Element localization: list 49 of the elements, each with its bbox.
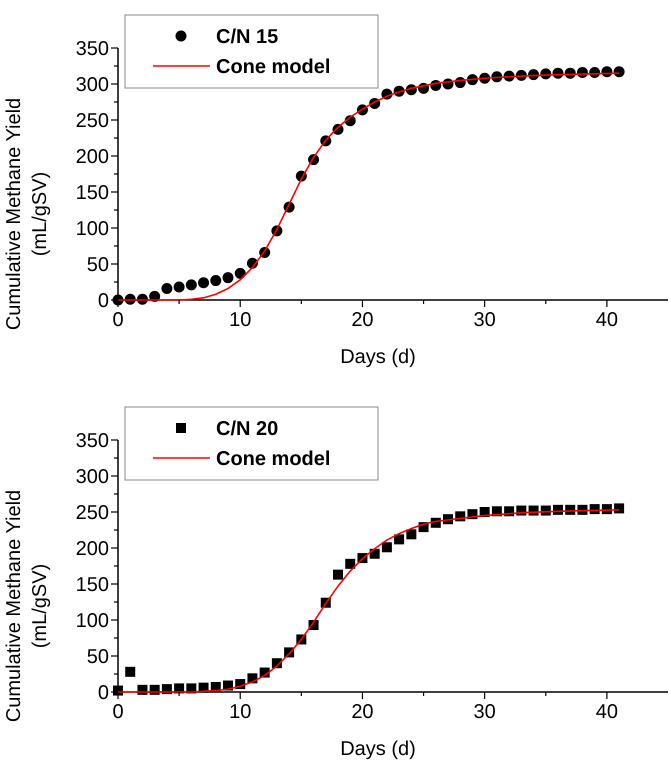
y-axis-title: Cumulative Methane Yield (mL/gSV) — [3, 98, 51, 330]
point — [210, 275, 222, 286]
legend-label: C/N 15 — [216, 26, 278, 48]
legend-label: C/N 20 — [216, 418, 278, 440]
y-tick-label: 50 — [86, 254, 109, 276]
y-tick-label: 250 — [76, 110, 109, 132]
point — [394, 534, 404, 544]
point — [614, 66, 625, 78]
point — [125, 666, 136, 677]
point — [614, 503, 624, 514]
point — [345, 558, 356, 569]
y-tick-label: 350 — [76, 430, 109, 452]
y-tick-label: 250 — [76, 502, 109, 524]
y-tick-label: 100 — [76, 610, 109, 632]
y-tick-label: 200 — [76, 538, 109, 560]
x-tick-label: 40 — [596, 701, 618, 723]
point — [406, 529, 416, 540]
x-tick-label: 0 — [112, 701, 124, 723]
legend-label: Cone model — [216, 448, 330, 470]
point — [370, 548, 380, 559]
y-tick-label: 200 — [76, 146, 109, 168]
point — [382, 542, 392, 552]
x-tick-label: 10 — [229, 701, 252, 723]
x-tick-label: 30 — [474, 701, 496, 723]
y-tick-label: 100 — [76, 218, 109, 240]
y-tick-label: 150 — [76, 182, 109, 204]
y-axis-title: Cumulative Methane Yield (mL/gSV) — [3, 490, 51, 722]
y-tick-label: 300 — [76, 466, 109, 488]
point — [174, 282, 185, 293]
x-tick-label: 30 — [474, 309, 496, 331]
x-axis-title: Days (d) — [340, 738, 416, 760]
point — [161, 282, 172, 294]
x-tick-label: 10 — [229, 309, 252, 331]
legend-label: Cone model — [216, 56, 330, 78]
y-tick-label: 350 — [76, 38, 109, 60]
y-tick-label: 300 — [76, 74, 109, 96]
y-tick-label: 0 — [98, 290, 109, 312]
y-tick-label: 0 — [98, 682, 109, 704]
y-tick-label: 50 — [86, 646, 109, 668]
point — [333, 570, 343, 580]
x-tick-label: 20 — [351, 309, 374, 331]
x-tick-label: 0 — [112, 309, 124, 331]
x-tick-label: 20 — [351, 701, 374, 723]
x-tick-label: 40 — [596, 309, 618, 331]
x-axis-title: Days (d) — [340, 346, 416, 368]
point — [222, 272, 234, 284]
y-tick-label: 150 — [76, 574, 109, 596]
point — [186, 279, 197, 290]
point — [198, 277, 210, 288]
